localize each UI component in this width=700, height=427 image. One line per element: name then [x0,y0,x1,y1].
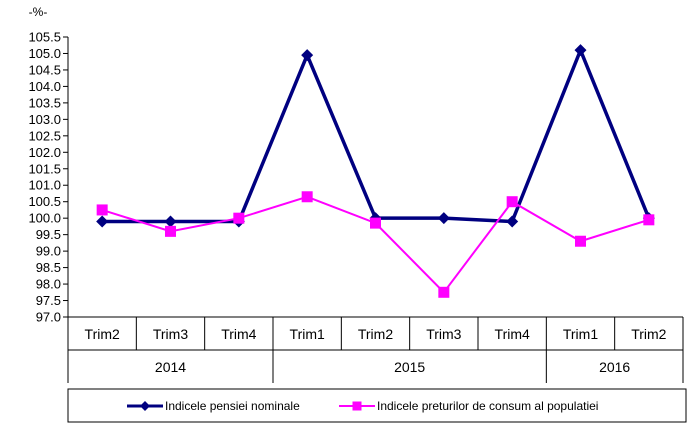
x-year-label: 2016 [599,359,630,375]
y-unit-label: -%- [29,5,48,19]
x-year-label: 2015 [394,359,425,375]
y-tick-label: 104.0 [28,79,61,94]
y-tick-label: 105.5 [28,30,61,45]
y-tick-label: 100.5 [28,194,61,209]
x-tick-label: Trim4 [221,326,256,342]
y-tick-label: 105.0 [28,46,61,61]
legend: Indicele pensiei nominale Indicele pretur… [67,388,687,423]
series-2-point [233,212,245,224]
y-tick-label: 101.5 [28,161,61,176]
y-tick-label: 99.5 [36,227,61,242]
y-tick-label: 97.5 [36,293,61,308]
legend-marker-2 [352,401,362,411]
x-tick-label: Trim1 [290,326,325,342]
x-tick-label: Trim1 [563,326,598,342]
x-tick-label: Trim2 [358,326,393,342]
y-tick-label: 98.0 [36,277,61,292]
legend-marker-1 [140,401,150,411]
y-tick-label: 103.5 [28,95,61,110]
series-2-point [506,196,518,208]
series-2-point [301,191,313,203]
x-tick-label: Trim3 [153,326,188,342]
series-1-point [301,49,314,62]
y-tick-label: 98.5 [36,260,61,275]
y-tick-label: 102.0 [28,145,61,160]
y-tick-label: 99.0 [36,244,61,259]
x-tick-label: Trim2 [85,326,120,342]
series-line-1 [102,45,651,224]
x-year-label: 2014 [155,359,186,375]
series-line-2 [101,195,650,294]
series-2-point [438,286,450,298]
series-2-point [643,214,655,226]
series-2-point [96,204,108,216]
series-2-point [165,225,176,237]
plot-area [96,44,655,298]
series-1-point [164,215,177,228]
x-tick-label: Trim2 [631,326,666,342]
legend-box [67,388,687,423]
series-2-point [575,235,586,247]
x-tick-label: Trim3 [426,326,461,342]
y-tick-label: 97.0 [36,310,61,325]
y-tick-label: 102.5 [28,128,61,143]
series-1-point [574,44,587,57]
series-2-point [370,217,381,229]
series-1-point [506,215,519,228]
legend-label-2: Indicele preturilor de consum al populat… [377,399,598,413]
series-1-point [437,212,450,225]
series-1-point [96,215,109,228]
x-axis: Trim2 Trim3 Trim4 Trim1 Trim2 Trim3 Trim4 Trim1… [67,316,684,383]
y-tick-label: 103.0 [28,112,61,127]
y-tick-label: 100.0 [28,211,61,226]
y-tick-label: 101.0 [28,178,61,193]
x-tick-label: Trim4 [495,326,530,342]
legend-label-1: Indicele pensiei nominale [165,399,300,413]
y-tick-label: 104.5 [28,62,61,77]
